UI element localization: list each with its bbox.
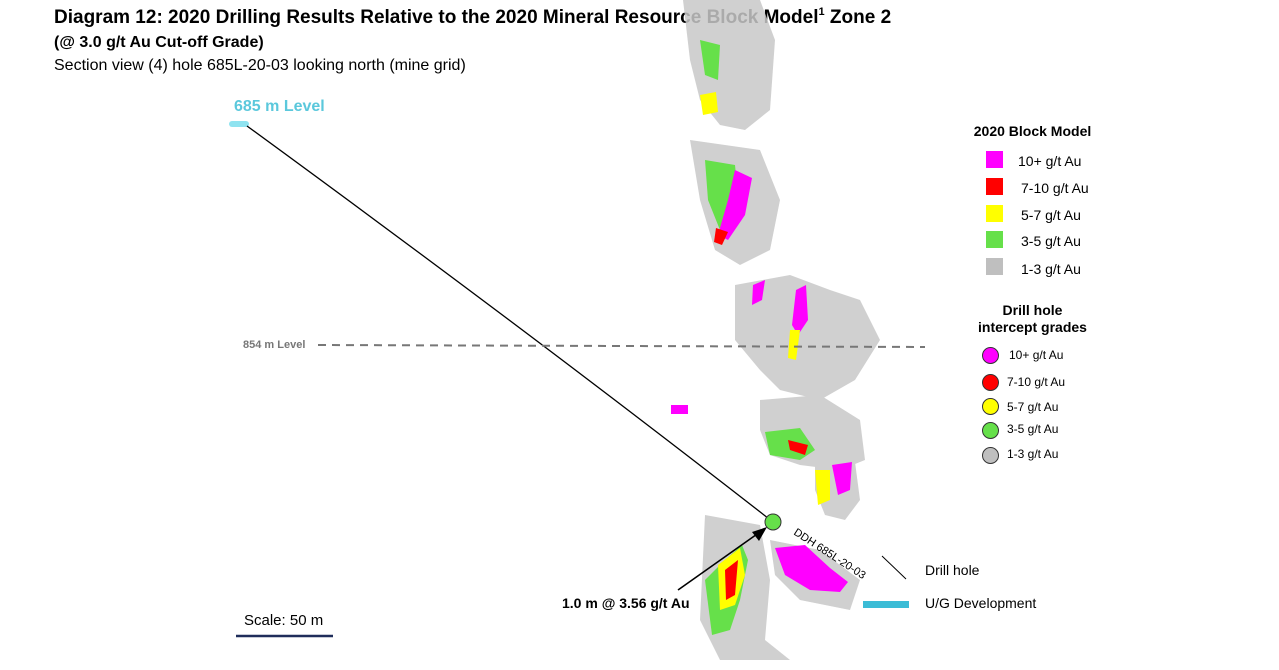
legend-swatch-3-5: [986, 231, 1003, 248]
legend-ug-dev-line: [863, 601, 909, 608]
diagram-title: Diagram 12: 2020 Drilling Results Relati…: [54, 6, 891, 29]
legend-label-3-5: 3-5 g/t Au: [1021, 233, 1081, 249]
section-caption: Section view (4) hole 685L-20-03 looking…: [54, 57, 466, 74]
title-suffix: Zone 2: [829, 7, 892, 28]
zone-yellow: [788, 330, 800, 360]
scale-label: Scale: 50 m: [244, 612, 324, 629]
zone-magenta: [792, 285, 808, 335]
zone-magenta: [671, 405, 688, 414]
drill-hole-trace: [246, 125, 774, 523]
level-854-line: [317, 344, 926, 348]
zone-yellow: [815, 470, 830, 505]
level-854-label: 854 m Level: [243, 339, 306, 351]
diagram-subtitle: (@ 3.0 g/t Au Cut-off Grade): [54, 34, 264, 51]
arrowhead-icon: [752, 527, 767, 541]
legend-drill-title: Drill hole intercept grades: [960, 302, 1105, 336]
legend-dot-label-10plus: 10+ g/t Au: [1009, 348, 1064, 362]
legend-swatch-7-10: [986, 178, 1003, 195]
block-model-zones: [671, 40, 852, 635]
legend-dot-7-10: [982, 374, 999, 391]
legend-swatch-10plus: [986, 151, 1003, 168]
legend-dot-label-1-3: 1-3 g/t Au: [1007, 447, 1059, 461]
zone-green: [700, 40, 720, 80]
legend-dot-3-5: [982, 422, 999, 439]
legend-label-10plus: 10+ g/t Au: [1018, 153, 1082, 169]
intercept-marker: [764, 513, 782, 531]
legend-dot-label-3-5: 3-5 g/t Au: [1007, 422, 1059, 436]
legend-swatch-5-7: [986, 205, 1003, 222]
intercept-arrow: [677, 531, 761, 591]
legend-dot-label-5-7: 5-7 g/t Au: [1007, 400, 1059, 414]
legend-dot-10plus: [982, 347, 999, 364]
intercept-label: 1.0 m @ 3.56 g/t Au: [562, 595, 690, 611]
zone-yellow: [700, 92, 718, 115]
zone-red: [714, 228, 728, 245]
legend-label-5-7: 5-7 g/t Au: [1021, 207, 1081, 223]
legend-ug-dev-label: U/G Development: [925, 595, 1037, 611]
title-text: Diagram 12: 2020 Drilling Results Relati…: [54, 7, 819, 28]
legend-block-model-title: 2020 Block Model: [973, 123, 1092, 139]
zone-magenta: [752, 280, 765, 305]
zone-magenta: [775, 545, 848, 592]
legend-dot-label-7-10: 7-10 g/t Au: [1007, 375, 1066, 389]
legend-dot-5-7: [982, 398, 999, 415]
legend-dot-1-3: [982, 447, 999, 464]
legend-swatch-1-3: [986, 258, 1003, 275]
legend-drill-hole-label: Drill hole: [925, 562, 980, 578]
ug-development-685: [229, 121, 249, 127]
legend-drill-title-line2: intercept grades: [978, 319, 1087, 335]
zone-red: [788, 440, 808, 455]
title-superscript: 1: [818, 6, 825, 18]
legend-drill-hole-line: [881, 555, 907, 580]
zone-red: [725, 560, 738, 600]
legend-label-1-3: 1-3 g/t Au: [1021, 261, 1081, 277]
zone-magenta: [832, 462, 852, 495]
level-685-label: 685 m Level: [234, 98, 325, 115]
zone-magenta: [718, 170, 752, 240]
legend-drill-title-line1: Drill hole: [1002, 302, 1063, 318]
legend-label-7-10: 7-10 g/t Au: [1021, 180, 1089, 196]
